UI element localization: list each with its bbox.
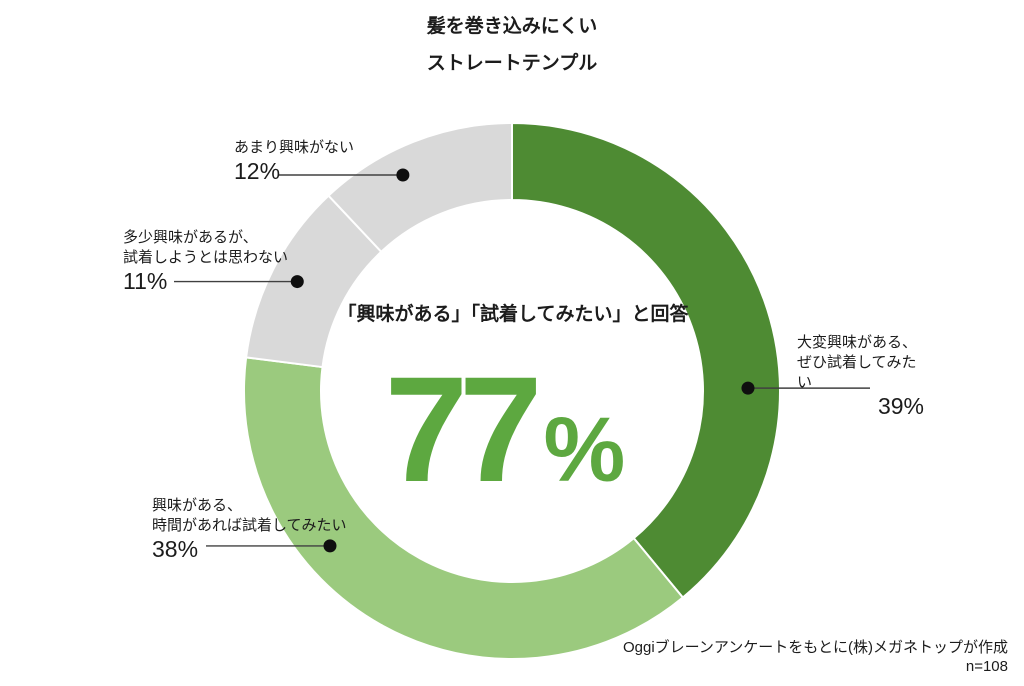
source-note-line1: Oggiブレーンアンケートをもとに(株)メガネトップが作成 xyxy=(622,639,1008,656)
source-note: Oggiブレーンアンケートをもとに(株)メガネトップが作成 n=108 xyxy=(623,638,1008,676)
label-not-interested: あまり興味がない 12% xyxy=(234,138,354,184)
leader-dot-slightly-interested xyxy=(290,275,304,289)
chart-title-line2: ストレートテンプル xyxy=(426,53,598,74)
leader-dot-interested-if-time xyxy=(323,539,337,553)
donut-segment-interested-if-time xyxy=(243,356,685,660)
leader-dot-not-interested xyxy=(396,168,410,182)
donut-segment-very-interested xyxy=(511,121,781,599)
leader-dot-very-interested xyxy=(741,381,755,395)
label-slightly-interested: 多少興味があるが、 試着しようとは思わない 11% xyxy=(123,228,288,294)
label-not-interested-pct: 12% xyxy=(234,158,281,184)
center-percentage-value: 77 xyxy=(384,345,543,513)
label-interested-if-time-line2: 時間があれば試着してみたい xyxy=(152,517,347,534)
chart-title-line1: 髪を巻き込みにくい xyxy=(426,16,598,37)
center-caption: 「興味がある」「試着してみたい」と回答 xyxy=(337,304,689,325)
label-very-interested-line1: 大変興味がある、 xyxy=(797,334,918,351)
label-very-interested: 大変興味がある、 ぜひ試着してみたい 39% xyxy=(797,333,924,419)
label-very-interested-line2: ぜひ試着してみたい xyxy=(797,354,917,391)
label-slightly-interested-line2: 試着しようとは思わない xyxy=(123,249,289,266)
label-interested-if-time-line1: 興味がある、 xyxy=(152,497,243,514)
source-note-line2: n=108 xyxy=(965,658,1008,675)
label-slightly-interested-line1: 多少興味があるが、 xyxy=(123,229,258,246)
label-very-interested-pct: 39% xyxy=(877,393,924,419)
label-not-interested-line1: あまり興味がない xyxy=(234,139,355,156)
label-interested-if-time-pct: 38% xyxy=(152,536,199,562)
label-interested-if-time: 興味がある、 時間があれば試着してみたい 38% xyxy=(152,496,347,562)
chart-title: 髪を巻き込みにくい ストレートテンプル xyxy=(0,8,1024,82)
center-percentage-sign: % xyxy=(543,399,626,501)
center-percentage: 77% xyxy=(385,354,626,504)
label-slightly-interested-pct: 11% xyxy=(123,268,168,294)
donut-segment-not-interested xyxy=(327,121,513,254)
